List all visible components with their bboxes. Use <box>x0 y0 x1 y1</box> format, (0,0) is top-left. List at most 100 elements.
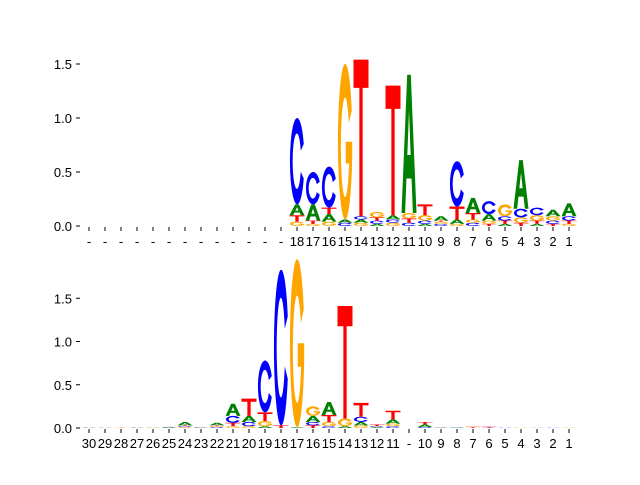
logo-letter-G <box>242 426 256 428</box>
logo-letter-C <box>290 118 304 204</box>
x-tick-label: 12 <box>370 436 384 451</box>
logo-letter-T <box>306 221 321 224</box>
logo-letter-A <box>450 220 465 224</box>
logo-letter-T <box>434 221 449 222</box>
x-tick-label: - <box>231 234 235 249</box>
logo-letter-C <box>562 216 576 220</box>
x-tick-label: 30 <box>82 436 96 451</box>
x-tick-label: 10 <box>418 436 432 451</box>
x-tick-label: - <box>263 234 267 249</box>
logo-letter-A <box>338 220 353 223</box>
logo-letter-T <box>322 208 337 214</box>
logo-letter-C <box>482 201 496 214</box>
x-tick-label: 29 <box>98 436 112 451</box>
logo-letter-G <box>178 427 192 428</box>
x-tick-label: 24 <box>178 436 192 451</box>
logo-letter-C <box>434 224 448 226</box>
logo-letter-G <box>226 426 240 428</box>
logo-letter-A <box>322 402 337 415</box>
logo-letter-T <box>306 425 321 428</box>
logo-letter-G <box>338 418 352 426</box>
logo-letter-T <box>482 427 497 428</box>
x-tick-label: 1 <box>565 436 572 451</box>
logo-letter-T <box>386 411 401 420</box>
logo-letter-A <box>178 422 193 425</box>
logo-letter-A <box>402 75 417 213</box>
x-tick-label: 7 <box>469 436 476 451</box>
logo-letter-G <box>466 220 480 223</box>
logo-letter-G <box>418 215 432 220</box>
logo-letter-A <box>386 215 401 219</box>
logo-letter-T <box>498 221 513 224</box>
logo-letter-T <box>226 423 241 426</box>
x-tick-label: 7 <box>469 234 476 249</box>
logo-letter-A <box>354 422 369 425</box>
logo-letter-C <box>306 172 320 204</box>
x-tick-label: 15 <box>338 234 352 249</box>
y-tick-label: 1.0 <box>54 335 72 350</box>
logo-letter-G <box>530 215 544 220</box>
logo-letter-A <box>210 423 225 426</box>
logo-letter-C <box>370 426 384 427</box>
logo-letter-C <box>258 361 272 413</box>
x-tick-label: - <box>119 234 123 249</box>
logo-letter-A <box>530 224 545 226</box>
logo-letter-A <box>258 426 273 428</box>
x-tick-label: 18 <box>290 234 304 249</box>
x-tick-label: 17 <box>306 234 320 249</box>
logo-letter-T <box>210 425 225 426</box>
x-tick-label: - <box>279 234 283 249</box>
x-tick-label: 20 <box>242 436 256 451</box>
logo-letter-T <box>530 221 545 224</box>
logo-letter-G <box>498 204 512 216</box>
x-tick-label: 4 <box>517 234 524 249</box>
x-tick-label: 23 <box>194 436 208 451</box>
logo-letter-G <box>338 64 352 220</box>
x-tick-label: 4 <box>517 436 524 451</box>
logo-letter-A <box>434 216 449 220</box>
logo-letter-T <box>354 60 369 217</box>
logo-letter-A <box>354 220 369 223</box>
y-tick-label: 0.5 <box>54 165 72 180</box>
x-tick-label: 1 <box>565 234 572 249</box>
x-tick-label: 25 <box>162 436 176 451</box>
x-tick-label: - <box>247 234 251 249</box>
y-tick-label: 1.0 <box>54 111 72 126</box>
x-tick-label: - <box>167 234 171 249</box>
logo-letter-C <box>322 167 336 208</box>
logo-letter-A <box>290 427 305 428</box>
logo-letter-C <box>242 422 256 426</box>
logo-letter-C <box>418 221 432 224</box>
logo-letter-T <box>418 422 433 425</box>
x-tick-label: 16 <box>306 436 320 451</box>
logo-letter-G <box>482 221 496 224</box>
logo-letter-C <box>322 426 336 428</box>
logo-letter-T <box>482 224 497 226</box>
logo-letter-G <box>290 259 304 427</box>
x-tick-label: 9 <box>437 436 444 451</box>
logo-letter-G <box>306 406 320 416</box>
logo-letter-C <box>226 416 240 423</box>
logo-letter-T <box>562 221 577 224</box>
logo-letter-T <box>338 306 353 418</box>
logo-letter-C <box>530 208 544 216</box>
logo-letter-C <box>418 427 432 428</box>
logo-letter-C <box>370 221 384 224</box>
x-tick-label: 6 <box>485 234 492 249</box>
logo-letter-T <box>178 425 193 426</box>
logo-letter-T <box>466 213 481 219</box>
logo-letter-G <box>354 425 368 428</box>
logo-letter-A <box>338 426 353 428</box>
logo-letter-C <box>338 223 352 226</box>
x-tick-label: 19 <box>258 436 272 451</box>
logo-letter-C <box>546 221 560 224</box>
x-tick-label: 5 <box>501 436 508 451</box>
x-tick-label: 13 <box>370 234 384 249</box>
logo-letter-A <box>514 160 529 209</box>
logo-letter-G <box>322 222 336 226</box>
x-tick-label: 6 <box>485 436 492 451</box>
logo-letter-T <box>242 399 257 416</box>
